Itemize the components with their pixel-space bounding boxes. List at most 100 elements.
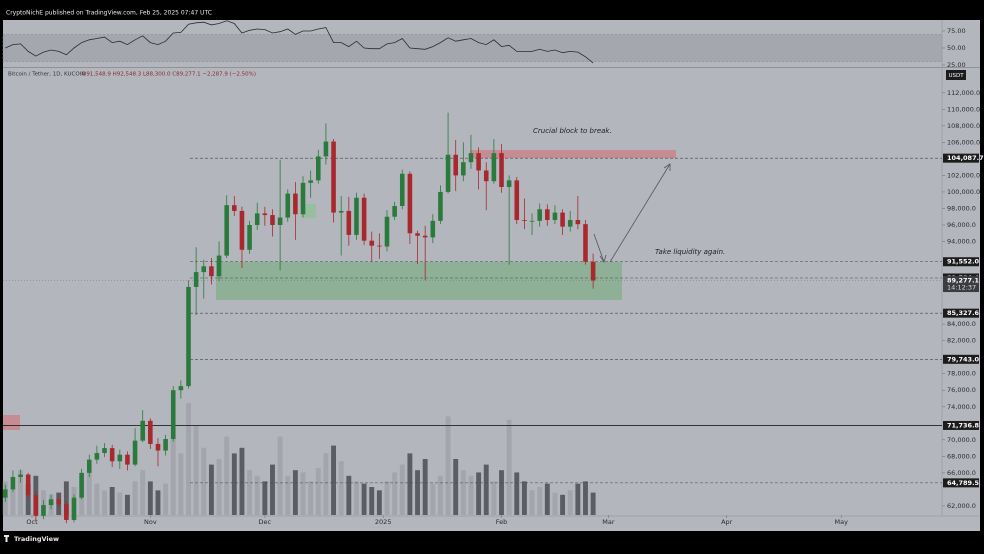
volume-bar xyxy=(499,470,504,515)
volume-bar xyxy=(590,492,596,515)
volume-bar xyxy=(109,487,115,515)
volume-bar xyxy=(369,487,375,515)
rsi-band xyxy=(2,34,943,62)
volume-bar xyxy=(376,490,382,515)
volume-bar xyxy=(514,472,520,515)
volume-bar xyxy=(354,481,359,515)
candle-body xyxy=(537,209,542,221)
candle-body xyxy=(300,182,306,215)
volume-bar xyxy=(239,447,245,515)
volume-bar xyxy=(262,481,268,515)
candle-body xyxy=(170,390,176,439)
y-tick-label: 74,000.0 xyxy=(947,403,976,411)
volume-bar xyxy=(567,490,573,515)
volume-bar xyxy=(437,475,443,515)
volume-bar xyxy=(560,494,566,515)
candle-body xyxy=(247,224,252,250)
level-label: 71,736.8 xyxy=(947,421,980,429)
volume-bar xyxy=(163,483,169,515)
volume-bar xyxy=(544,483,550,515)
last-price-label: 89,277.1 xyxy=(947,277,980,285)
volume-bar xyxy=(94,483,100,515)
candle-body xyxy=(186,286,191,387)
candle-body xyxy=(132,440,138,465)
candle-body xyxy=(109,448,115,462)
volume-bar xyxy=(25,483,31,515)
volume-bar xyxy=(224,436,230,515)
x-tick-label: Oct xyxy=(26,518,38,526)
arrow xyxy=(593,233,605,263)
volume-bar xyxy=(140,470,146,515)
candle-body xyxy=(125,454,130,465)
volume-bar xyxy=(483,464,489,515)
candle-body xyxy=(163,438,168,451)
volume-bar xyxy=(18,470,24,515)
symbol-title: Bitcoin / Tether, 1D, KUCOIN xyxy=(8,72,85,78)
candle-body xyxy=(178,386,184,391)
y-tick-label: 66,000.0 xyxy=(947,469,976,477)
volume-bar xyxy=(552,492,558,515)
candle-body xyxy=(552,212,558,221)
level-label: 85,327.6 xyxy=(947,309,980,317)
volume-bar xyxy=(270,464,275,515)
resistance-box xyxy=(470,150,676,158)
candle-body xyxy=(399,173,405,206)
volume-bar xyxy=(117,492,123,515)
candle-body xyxy=(239,210,245,250)
candle-body xyxy=(262,213,268,216)
volume-bar xyxy=(193,425,199,515)
candle-body xyxy=(407,173,413,234)
candle-body xyxy=(560,212,565,227)
candle-body xyxy=(209,266,214,277)
candle-body xyxy=(430,220,436,238)
y-tick-label: 112,000.0 xyxy=(947,89,980,97)
volume-bar xyxy=(583,481,588,515)
currency-label: USDT xyxy=(948,73,964,79)
level-label: 79,743.0 xyxy=(947,355,980,363)
volume-bar xyxy=(147,481,153,515)
candle-body xyxy=(316,156,321,181)
volume-bar xyxy=(155,490,161,515)
volume-bar xyxy=(231,453,237,515)
volume-bar xyxy=(468,475,474,515)
currency-box xyxy=(946,70,966,80)
level-label: 91,552.0 xyxy=(947,258,980,266)
x-tick-label: Nov xyxy=(144,518,157,526)
candle-body xyxy=(453,154,458,176)
volume-bar xyxy=(521,481,527,515)
candle-body xyxy=(522,220,527,221)
volume-bar xyxy=(132,481,138,515)
candle-body xyxy=(361,197,367,241)
candle-body xyxy=(10,476,16,490)
level-label-box xyxy=(943,257,979,267)
candle-body xyxy=(461,162,466,176)
candle-body xyxy=(514,180,520,221)
footer-logo xyxy=(4,535,9,542)
volume-bar xyxy=(460,470,466,515)
candle-body xyxy=(232,205,237,211)
volume-bar xyxy=(476,472,482,515)
volume-bar xyxy=(392,472,398,515)
candle-body xyxy=(445,154,451,192)
candle-body xyxy=(64,504,69,520)
candle-body xyxy=(48,499,54,506)
volume-bar xyxy=(453,459,459,515)
candle-body xyxy=(415,233,420,236)
volume-bar xyxy=(247,470,253,515)
candle-body xyxy=(140,420,145,441)
y-tick-label: 106,000.0 xyxy=(947,138,980,146)
volume-bar xyxy=(186,403,191,515)
volume-bar xyxy=(63,481,69,515)
volume-bar xyxy=(415,470,420,515)
x-tick-label: Mar xyxy=(602,518,615,526)
candle-body xyxy=(18,474,23,477)
annotation: Take liquidity again. xyxy=(655,248,725,256)
level-label: 64,789.5 xyxy=(947,479,980,487)
y-tick-label: 98,000.0 xyxy=(947,204,976,212)
volume-bar xyxy=(216,459,222,515)
candle-body xyxy=(201,266,207,273)
publish-header: CryptoNichE published on TradingView.com… xyxy=(6,10,212,17)
candle-body xyxy=(56,499,62,505)
candle-body xyxy=(392,205,397,217)
y-tick-label: 68,000.0 xyxy=(947,452,976,460)
